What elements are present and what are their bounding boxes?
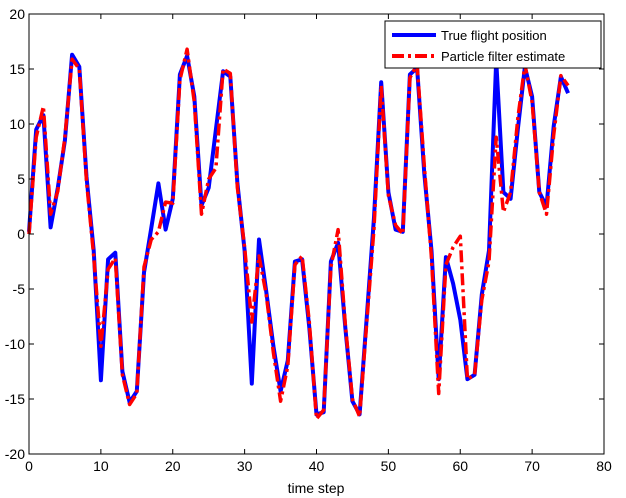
y-tick-label: -20 <box>5 446 25 462</box>
x-tick-label: 70 <box>524 458 540 474</box>
x-axis: 0 10 20 30 40 50 60 70 80 <box>25 14 612 474</box>
y-tick-label: 20 <box>9 6 25 22</box>
y-tick-label: -5 <box>13 281 26 297</box>
x-tick-label: 60 <box>452 458 468 474</box>
y-tick-label: 0 <box>17 226 25 242</box>
x-tick-label: 80 <box>596 458 612 474</box>
x-tick-label: 40 <box>309 458 325 474</box>
x-tick-label: 50 <box>381 458 397 474</box>
y-tick-label: 15 <box>9 61 25 77</box>
legend: True flight position Particle filter est… <box>384 20 602 69</box>
legend-label-particle-filter-estimate: Particle filter estimate <box>441 49 565 64</box>
y-tick-label: 10 <box>9 116 25 132</box>
x-tick-label: 0 <box>25 458 33 474</box>
series-line-particle-filter-estimate <box>27 47 570 421</box>
legend-label-true-flight-position: True flight position <box>441 28 547 43</box>
x-axis-label: time step <box>288 480 345 496</box>
x-tick-label: 30 <box>237 458 253 474</box>
legend-box <box>384 20 602 69</box>
y-tick-label: -10 <box>5 336 25 352</box>
series-layer <box>27 47 570 421</box>
y-tick-label: -15 <box>5 391 25 407</box>
x-tick-label: 20 <box>165 458 181 474</box>
plot-area <box>29 14 604 454</box>
y-axis: -20 -15 -10 -5 0 5 10 15 20 <box>5 6 604 462</box>
y-tick-label: 5 <box>17 171 25 187</box>
x-tick-label: 10 <box>93 458 109 474</box>
